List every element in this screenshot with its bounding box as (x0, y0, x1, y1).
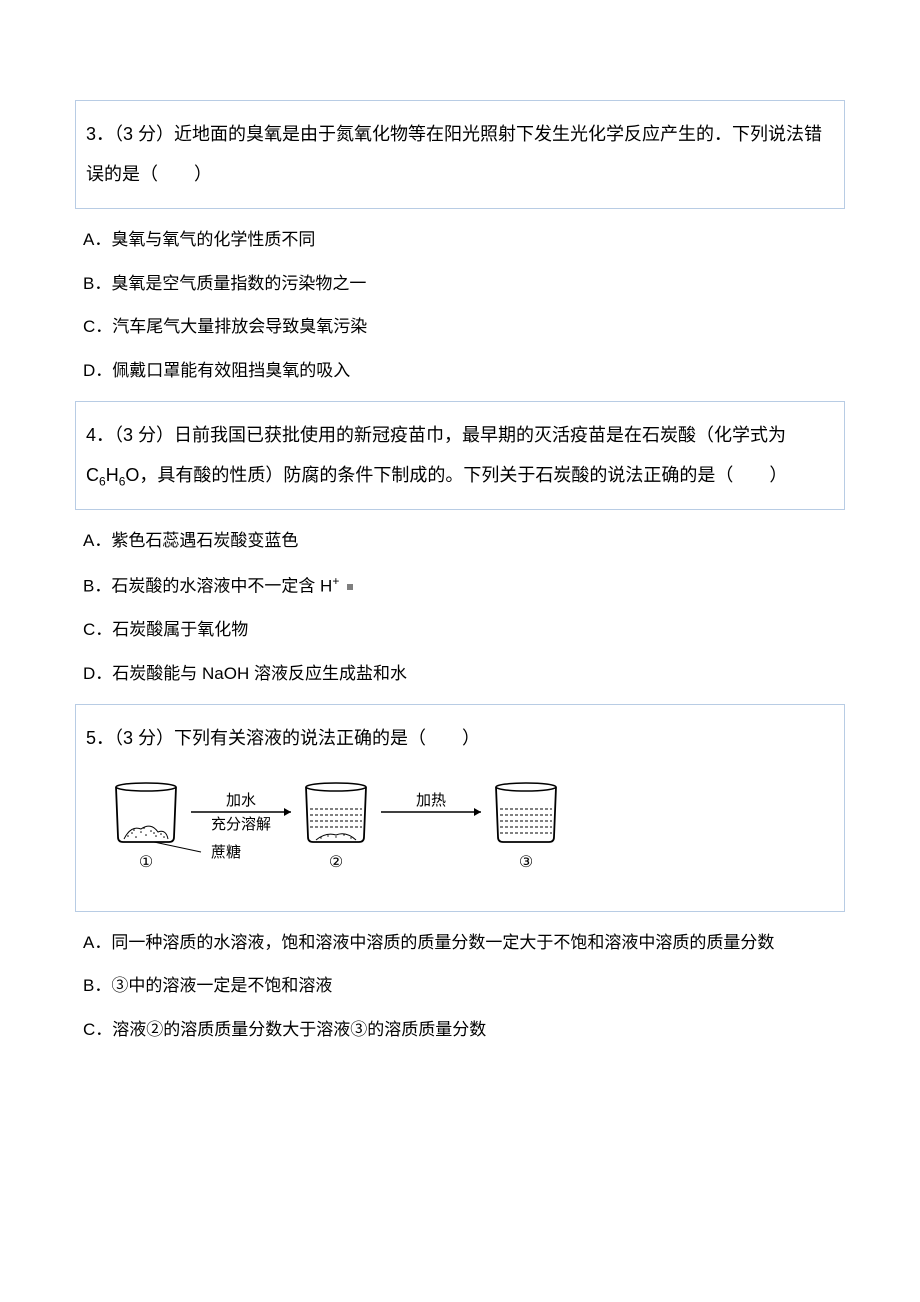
q3-option-b: B．臭氧是空气质量指数的污染物之一 (83, 271, 845, 297)
question-3-box: 3．（3 分）近地面的臭氧是由于氮氧化物等在阳光照射下发生光化学反应产生的．下列… (75, 100, 845, 209)
diagram-label-3: ③ (519, 854, 533, 871)
q4-option-b-sup: + (332, 574, 339, 588)
q4-option-a: A．紫色石蕊遇石炭酸变蓝色 (83, 528, 845, 554)
beaker-1-icon (116, 783, 176, 842)
q4-stem-mid1: H (106, 465, 119, 485)
q3-option-a: A．臭氧与氧气的化学性质不同 (83, 227, 845, 253)
q4-option-b-text: B．石炭酸的水溶液中不一定含 H (83, 577, 332, 596)
question-5-box: 5．（3 分）下列有关溶液的说法正确的是（ ） ① 加水 充分溶解 (75, 704, 845, 912)
q5-option-c: C．溶液②的溶质质量分数大于溶液③的溶质质量分数 (83, 1017, 845, 1043)
q5-stem: 5．（3 分）下列有关溶液的说法正确的是（ ） (86, 728, 480, 748)
question-4-box: 4．（3 分）日前我国已获批使用的新冠疫苗巾，最早期的灭活疫苗是在石炭酸（化学式… (75, 401, 845, 510)
q5-option-b: B．③中的溶液一定是不饱和溶液 (83, 973, 845, 999)
diagram-sucrose: 蔗糖 (211, 844, 241, 861)
q5-diagram: ① 加水 充分溶解 蔗糖 (86, 767, 834, 897)
beaker-3-icon (496, 783, 556, 842)
q5-option-a: A．同一种溶质的水溶液，饱和溶液中溶质的质量分数一定大于不饱和溶液中溶质的质量分… (83, 930, 845, 956)
diagram-label-1: ① (139, 854, 153, 871)
diagram-label-2: ② (329, 854, 343, 871)
q4-sub1: 6 (99, 474, 106, 488)
diagram-add-water: 加水 (226, 792, 256, 809)
q4-option-c: C．石炭酸属于氧化物 (83, 617, 845, 643)
q4-option-d: D．石炭酸能与 NaOH 溶液反应生成盐和水 (83, 661, 845, 687)
diagram-heat: 加热 (416, 792, 446, 809)
diagram-dissolve: 充分溶解 (211, 816, 271, 833)
q3-stem: 3．（3 分）近地面的臭氧是由于氮氧化物等在阳光照射下发生光化学反应产生的．下列… (86, 124, 822, 184)
beaker-2-icon (306, 783, 366, 842)
cursor-dot-icon (347, 584, 353, 590)
q4-stem-part2: O，具有酸的性质）防腐的条件下制成的。下列关于石炭酸的说法正确的是（ ） (125, 465, 787, 485)
q3-option-c: C．汽车尾气大量排放会导致臭氧污染 (83, 314, 845, 340)
q4-option-b: B．石炭酸的水溶液中不一定含 H+ (83, 572, 845, 599)
q3-option-d: D．佩戴口罩能有效阻挡臭氧的吸入 (83, 358, 845, 384)
